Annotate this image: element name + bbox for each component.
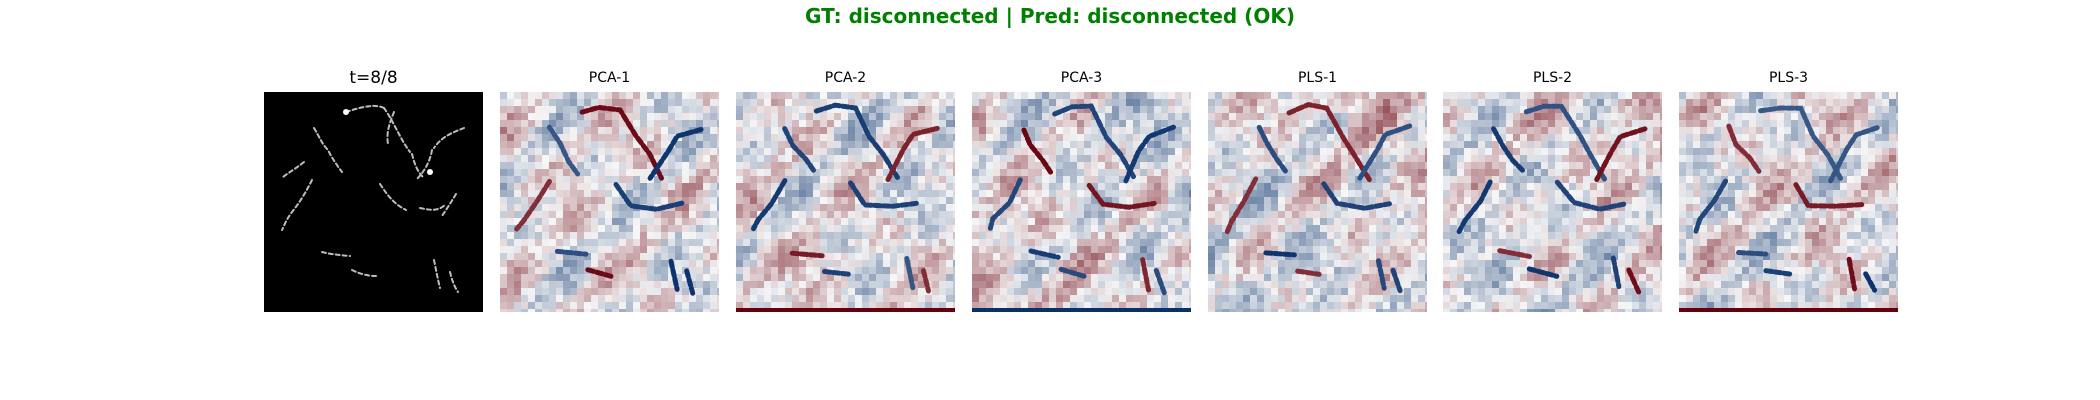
input-image: [264, 92, 483, 312]
panel-title-input: t=8/8: [349, 68, 398, 88]
heatmap-pca-3: [972, 92, 1191, 312]
saliency-map-pca-1: [500, 92, 719, 312]
heatmap-pls-1: [1208, 92, 1427, 312]
panel-title-pca-1: PCA-1: [588, 70, 631, 86]
saliency-map-pls-1: [1208, 92, 1427, 312]
saliency-map-pls-3: [1679, 92, 1898, 312]
saliency-map-pca-2: [736, 92, 955, 312]
figure-suptitle: GT: disconnected | Pred: disconnected (O…: [805, 4, 1295, 28]
saliency-map-pca-3: [972, 92, 1191, 312]
panel-title-pls-2: PLS-2: [1532, 70, 1573, 86]
heatmap-pca-1: [500, 92, 719, 312]
panel-title-pls-3: PLS-3: [1768, 70, 1809, 86]
heatmap-pls-2: [1443, 92, 1662, 312]
heatmap-pca-2: [736, 92, 955, 312]
input-image-panel: [264, 92, 483, 312]
heatmap-pls-3: [1679, 92, 1898, 312]
panel-title-pls-1: PLS-1: [1297, 70, 1338, 86]
panel-title-pca-3: PCA-3: [1060, 70, 1103, 86]
panel-title-pca-2: PCA-2: [824, 70, 867, 86]
saliency-map-pls-2: [1443, 92, 1662, 312]
